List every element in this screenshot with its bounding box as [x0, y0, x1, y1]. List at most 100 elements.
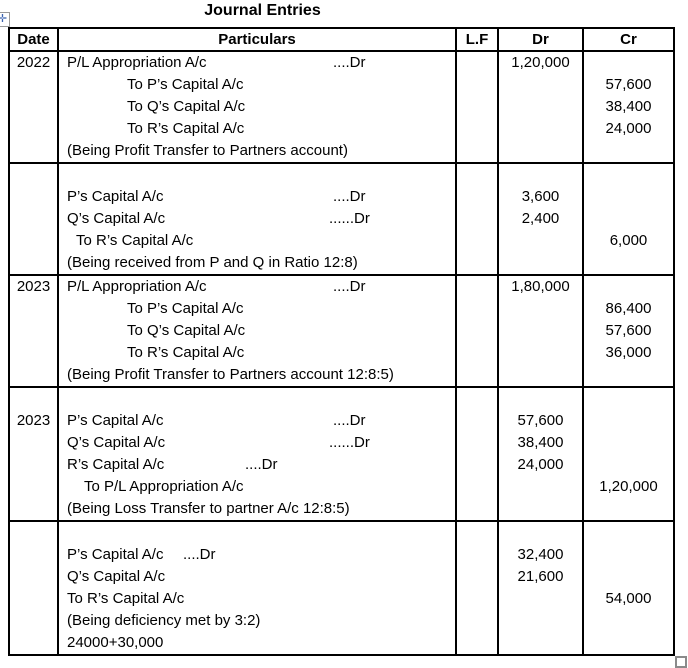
cr-line-slot [585, 165, 672, 186]
cr-line-slot [585, 566, 672, 588]
credit-amount: 54,000 [605, 590, 652, 607]
date-line-slot [11, 389, 56, 410]
account-name: R’s Capital A/c [67, 456, 165, 473]
dr-line-slot [500, 610, 581, 632]
debit-amount: 21,600 [517, 568, 564, 585]
particular-line: To R’s Capital A/c [60, 230, 454, 252]
dr-line-slot [500, 74, 581, 96]
cr-cell: 86,400 57,600 36,000 [582, 274, 675, 388]
date-line-slot [11, 74, 56, 96]
particular-line: Q’s Capital A/c ......Dr [60, 208, 454, 230]
account-name: To Q’s Capital A/c [127, 322, 246, 339]
debit-amount: 57,600 [517, 412, 564, 429]
particular-line: Q’s Capital A/c ......Dr [60, 432, 454, 454]
particular-line: To Q’s Capital A/c [60, 96, 454, 118]
dr-line-slot [500, 389, 581, 410]
date-line-slot [11, 476, 56, 498]
date-line-slot [11, 523, 56, 544]
credit-amount: 57,600 [605, 322, 652, 339]
lf-cell [455, 386, 499, 522]
particulars-cell: P/L Appropriation A/c ....Dr To P’s Capita… [57, 50, 457, 164]
credit-amount: 24,000 [605, 120, 652, 137]
particulars-cell: P/L Appropriation A/c ....Dr To P’s Capita… [57, 274, 457, 388]
account-name: To P’s Capital A/c [127, 300, 244, 317]
journal-entry-block: 2023 P/L Appropriation A/c ....Dr To P’s Ca… [8, 274, 675, 388]
dr-marker: ....Dr [183, 546, 216, 563]
dr-line-slot [500, 476, 581, 498]
debit-amount: 24,000 [517, 456, 564, 473]
dr-line-slot [500, 632, 581, 653]
account-name: To R’s Capital A/c [67, 590, 185, 607]
date-line-slot [11, 566, 56, 588]
dr-marker: ....Dr [245, 456, 278, 473]
particulars-cell: P’s Capital A/c ....Dr Q’s Capital A/c To R… [57, 520, 457, 656]
account-name: To R’s Capital A/c [76, 232, 194, 249]
credit-amount: 1,20,000 [599, 478, 658, 495]
cr-line-slot [585, 208, 672, 230]
narration-line: (Being received from P and Q in Ratio 12… [60, 252, 454, 273]
date-line-slot [11, 498, 56, 519]
particular-line: P/L Appropriation A/c ....Dr [60, 277, 454, 298]
col-header-particulars: Particulars [57, 27, 457, 52]
account-name: (Being Profit Transfer to Partners accou… [67, 142, 348, 159]
table-move-handle-icon[interactable]: ✛ [0, 12, 10, 27]
account-name: To Q’s Capital A/c [127, 98, 246, 115]
date-line-slot [11, 252, 56, 273]
dr-cell: 3,600 2,400 [497, 162, 584, 276]
cr-line-slot [585, 53, 672, 74]
particular-line: To R’s Capital A/c [60, 588, 454, 610]
date-cell [8, 520, 59, 656]
account-name: 24000+30,000 [67, 634, 164, 651]
table-resize-handle[interactable] [675, 656, 687, 668]
dr-line-slot [500, 230, 581, 252]
entry-date: 2023 [16, 412, 51, 429]
particular-line [60, 165, 454, 186]
credit-amount: 57,600 [605, 76, 652, 93]
account-name: P’s Capital A/c [67, 188, 164, 205]
particulars-cell: P’s Capital A/c ....Dr Q’s Capital A/c....… [57, 386, 457, 522]
debit-amount: 32,400 [517, 546, 564, 563]
date-cell [8, 162, 59, 276]
particular-line: To Q’s Capital A/c [60, 320, 454, 342]
cr-cell: 54,000 [582, 520, 675, 656]
four-way-arrow-icon: ✛ [0, 13, 7, 25]
cr-cell: 6,000 [582, 162, 675, 276]
entry-date: 2022 [16, 54, 51, 71]
cr-line-slot [585, 277, 672, 298]
credit-amount: 36,000 [605, 344, 652, 361]
journal-entry-block: 2023 P’s Capital A/c ....Dr Q’s Capital A/c… [8, 386, 675, 522]
narration-line: (Being deficiency met by 3:2) [60, 610, 454, 632]
dr-line-slot [500, 498, 581, 519]
date-line-slot [11, 610, 56, 632]
date-line-slot [11, 342, 56, 364]
dr-line-slot [500, 165, 581, 186]
particular-line: P’s Capital A/c ....Dr [60, 410, 454, 432]
dr-marker: ......Dr [329, 210, 370, 227]
dr-line-slot [500, 298, 581, 320]
cr-line-slot [585, 523, 672, 544]
dr-marker: ......Dr [329, 434, 370, 451]
particular-line [60, 389, 454, 410]
debit-amount: 2,400 [521, 210, 560, 227]
date-line-slot [11, 140, 56, 161]
account-name: P’s Capital A/c [67, 546, 164, 563]
dr-marker: ....Dr [333, 188, 366, 205]
account-name: Q’s Capital A/c [67, 568, 166, 585]
account-name: P/L Appropriation A/c [67, 278, 207, 295]
dr-cell: 1,80,000 [497, 274, 584, 388]
particulars-cell: P’s Capital A/c ....Dr Q’s Capital A/c....… [57, 162, 457, 276]
particular-line: To P’s Capital A/c [60, 298, 454, 320]
cr-line-slot [585, 498, 672, 519]
lf-cell [455, 50, 499, 164]
journal-entry-block: P’s Capital A/c ....Dr Q’s Capital A/c....… [8, 162, 675, 276]
debit-amount: 1,80,000 [511, 278, 570, 295]
header-row: Date Particulars L.F Dr Cr [8, 27, 675, 52]
particular-line: P’s Capital A/c ....Dr [60, 186, 454, 208]
narration-line: (Being Profit Transfer to Partners accou… [60, 364, 454, 385]
date-cell: 2022 [8, 50, 59, 164]
date-line-slot [11, 320, 56, 342]
dr-line-slot [500, 320, 581, 342]
debit-amount: 1,20,000 [511, 54, 570, 71]
account-name: To R’s Capital A/c [127, 344, 245, 361]
cr-line-slot [585, 632, 672, 653]
